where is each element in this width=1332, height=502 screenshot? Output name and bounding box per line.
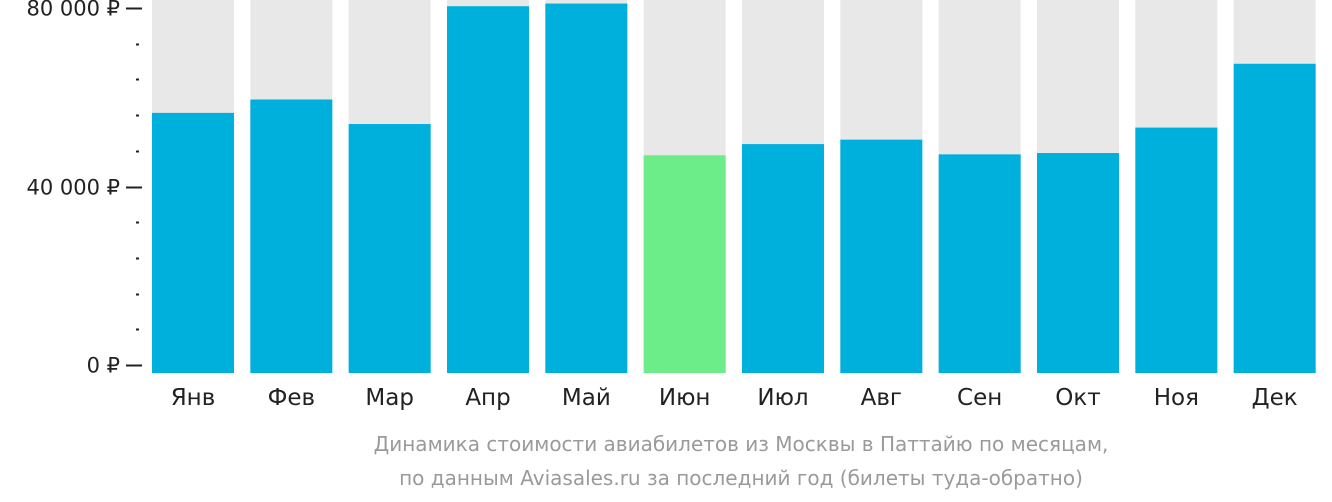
x-tick-label: Янв bbox=[171, 385, 216, 411]
y-tick-label: 0 ₽ bbox=[87, 354, 120, 378]
bar bbox=[840, 139, 923, 373]
x-tick-label: Июн bbox=[659, 385, 711, 411]
bar bbox=[348, 124, 431, 374]
chart-caption-line-1: Динамика стоимости авиабилетов из Москвы… bbox=[373, 432, 1109, 456]
bar bbox=[1135, 127, 1218, 373]
x-tick-label: Дек bbox=[1252, 385, 1298, 411]
bar bbox=[447, 6, 529, 374]
bar bbox=[742, 144, 824, 373]
bar bbox=[152, 112, 234, 374]
bar bbox=[938, 154, 1021, 373]
bar bbox=[1037, 153, 1119, 373]
bar bbox=[250, 99, 333, 373]
x-tick-label: Апр bbox=[465, 385, 510, 411]
x-tick-label: Окт bbox=[1055, 385, 1100, 411]
price-bar-chart: Янв Фев Мар Апр Май Июн Июл Авг Сен Окт Ноя Дек 0 ₽ 4… bbox=[26, 0, 1316, 411]
bar bbox=[643, 155, 726, 373]
x-tick-label: Июл bbox=[757, 385, 808, 411]
chart-caption-line-2: по данным Aviasales.ru за последний год … bbox=[399, 466, 1083, 490]
x-tick-label: Май bbox=[562, 385, 611, 411]
x-tick-label: Ноя bbox=[1154, 385, 1199, 411]
x-tick-label: Сен bbox=[957, 385, 1002, 411]
x-tick-label: Фев bbox=[268, 385, 316, 411]
y-tick-label: 80 000 ₽ bbox=[26, 0, 120, 21]
x-tick-label: Авг bbox=[861, 385, 902, 411]
y-tick-label: 40 000 ₽ bbox=[26, 176, 120, 200]
x-tick-label: Мар bbox=[365, 385, 414, 411]
bar bbox=[545, 3, 628, 373]
bar bbox=[1233, 63, 1316, 373]
